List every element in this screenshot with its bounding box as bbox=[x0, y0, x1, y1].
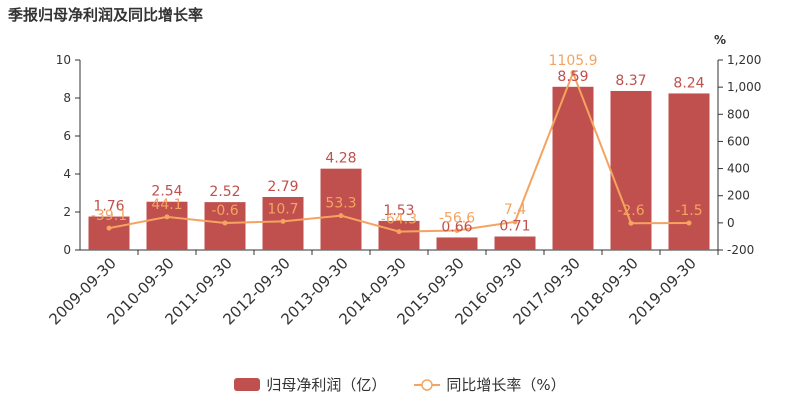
line-point bbox=[338, 213, 344, 219]
line-value-label: -39.1 bbox=[91, 208, 127, 224]
line-point bbox=[396, 229, 402, 235]
legend-bar-label: 归母净利润（亿） bbox=[266, 376, 387, 394]
bar bbox=[146, 201, 188, 250]
left-tick-label: 8 bbox=[63, 91, 71, 105]
bar-value-label: 2.52 bbox=[209, 184, 240, 200]
bar-value-label: 0.71 bbox=[499, 219, 530, 235]
bar bbox=[204, 202, 246, 250]
bar bbox=[378, 220, 420, 250]
line-value-label: 10.7 bbox=[267, 201, 298, 217]
bar-value-label: 2.79 bbox=[267, 179, 298, 195]
bar-value-label: 8.24 bbox=[673, 75, 704, 91]
legend-line-label: 同比增长率（%） bbox=[446, 376, 566, 394]
bar-value-label: 2.54 bbox=[151, 184, 182, 200]
left-tick-label: 6 bbox=[63, 129, 71, 143]
left-tick-label: 0 bbox=[63, 243, 71, 257]
bar bbox=[494, 236, 536, 250]
line-point bbox=[164, 214, 170, 220]
right-tick-label: 1,000 bbox=[727, 80, 761, 94]
legend-line-swatch bbox=[414, 378, 441, 391]
line-point bbox=[686, 220, 692, 226]
bar-value-label: 0.66 bbox=[441, 219, 472, 235]
line-value-label: 53.3 bbox=[325, 196, 356, 212]
right-tick-label: -200 bbox=[727, 243, 754, 257]
bar bbox=[668, 93, 710, 250]
right-tick-label: 0 bbox=[727, 216, 735, 230]
line-point bbox=[280, 218, 286, 224]
line-point bbox=[454, 228, 460, 234]
combo-chart: 0246810-20002004006008001,0001,200%2009-… bbox=[45, 33, 761, 328]
right-axis-unit: % bbox=[714, 33, 726, 47]
line-value-label: 1105.9 bbox=[549, 53, 598, 69]
line-value-label: -2.6 bbox=[617, 203, 644, 219]
legend: 归母净利润（亿） 同比增长率（%） bbox=[0, 374, 800, 395]
right-tick-label: 800 bbox=[727, 107, 750, 121]
line-value-label: 44.1 bbox=[151, 197, 182, 213]
line-point bbox=[512, 219, 518, 225]
bar bbox=[88, 216, 130, 250]
line-value-label: -56.6 bbox=[439, 211, 475, 227]
right-tick-label: 600 bbox=[727, 134, 750, 148]
bar bbox=[320, 168, 362, 250]
bar-value-label: 8.59 bbox=[557, 69, 588, 85]
chart-title: 季报归母净利润及同比增长率 bbox=[8, 6, 204, 24]
left-tick-label: 4 bbox=[63, 167, 71, 181]
line-point bbox=[106, 225, 112, 231]
bar bbox=[436, 237, 478, 250]
line-value-label: -1.5 bbox=[675, 203, 702, 219]
line-value-label: -64.3 bbox=[381, 212, 417, 228]
bar-value-label: 8.37 bbox=[615, 73, 646, 89]
right-tick-label: 400 bbox=[727, 162, 750, 176]
left-tick-label: 2 bbox=[63, 205, 71, 219]
legend-bar-swatch bbox=[234, 378, 261, 391]
legend-item-line[interactable]: 同比增长率（%） bbox=[414, 374, 566, 395]
bar bbox=[552, 86, 594, 250]
bar-value-label: 4.28 bbox=[325, 151, 356, 167]
right-tick-label: 1,200 bbox=[727, 53, 761, 67]
line-value-label: -0.6 bbox=[211, 203, 238, 219]
line-point bbox=[222, 220, 228, 226]
bar-value-label: 1.76 bbox=[93, 199, 124, 215]
legend-item-bar[interactable]: 归母净利润（亿） bbox=[234, 374, 386, 395]
bar-value-label: 1.53 bbox=[383, 203, 414, 219]
left-tick-label: 10 bbox=[56, 53, 71, 67]
line-value-label: 7.4 bbox=[504, 202, 526, 218]
line-point bbox=[570, 70, 576, 76]
line-point bbox=[628, 220, 634, 226]
right-tick-label: 200 bbox=[727, 189, 750, 203]
bar bbox=[610, 90, 652, 250]
